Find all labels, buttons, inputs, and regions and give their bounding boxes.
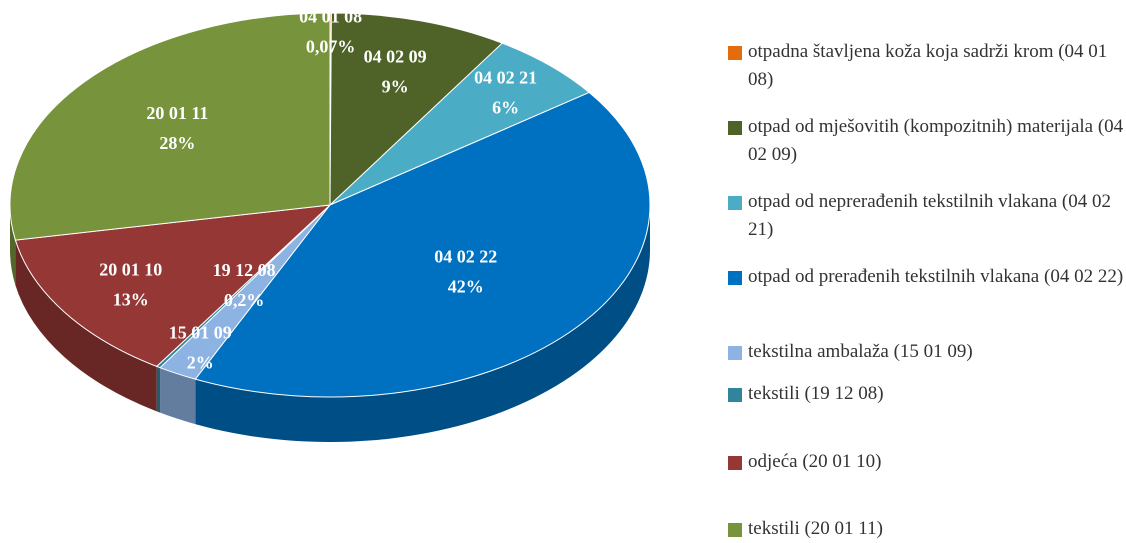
slice	[9, 12, 331, 241]
data-label-value: 2%	[187, 353, 214, 373]
data-label-code: 19 12 08	[213, 260, 276, 280]
chart: 04 01 08 0,07% 04 02 09 9% 04 02 21 6% 04 02 2…	[9, 6, 651, 443]
legend-label: odjeća (20 01 10)	[748, 451, 882, 472]
data-label-code: 04 02 09	[364, 47, 427, 67]
legend-entry: tekstili (19 12 08)	[728, 380, 1126, 408]
legend-swatch	[728, 523, 742, 537]
legend-swatch	[728, 271, 742, 285]
slice-side	[156, 366, 161, 413]
data-label-code: 20 01 10	[99, 259, 162, 279]
slice-side	[160, 367, 196, 425]
legend-swatch	[728, 456, 742, 470]
legend-swatch	[728, 121, 742, 135]
slice	[329, 12, 504, 207]
legend-swatch	[728, 196, 742, 210]
legend-entry: otpad od mješovitih (kompozitnih) materi…	[728, 113, 1126, 169]
data-label-value: 0,2%	[224, 290, 265, 310]
data-label-code: 15 01 09	[169, 323, 232, 343]
slice-side	[195, 205, 650, 443]
legend-swatch	[728, 346, 742, 360]
data-label-value: 0,07%	[306, 36, 356, 56]
legend-entry: tekstilna ambalaža (15 01 09)	[728, 338, 1126, 366]
data-label-code: 20 01 11	[146, 103, 208, 123]
slice	[14, 204, 332, 367]
legend-entry: otpad od neprerađenih tekstilnih vlakana…	[728, 188, 1126, 244]
data-label-value: 28%	[159, 133, 195, 153]
data-label-code: 04 01 08	[299, 6, 362, 26]
slice	[329, 42, 591, 206]
legend-label: otpadna štavljena koža koja sadrži krom …	[748, 41, 1108, 90]
data-label-code: 04 02 21	[474, 67, 537, 87]
legend-entry: otpad od prerađenih tekstilnih vlakana (…	[728, 263, 1126, 291]
legend-entry: otpadna štavljena koža koja sadrži krom …	[728, 38, 1126, 94]
legend: otpadna štavljena koža koja sadrži krom …	[728, 0, 1123, 540]
slice-side	[15, 240, 157, 412]
data-label-value: 9%	[382, 77, 409, 97]
data-label-value: 13%	[113, 289, 149, 309]
legend-label: otpad od neprerađenih tekstilnih vlakana…	[748, 191, 1112, 240]
legend-swatch	[728, 388, 742, 402]
legend-entry: tekstili (20 01 11)	[728, 515, 1126, 543]
legend-label: otpad od prerađenih tekstilnih vlakana (…	[748, 266, 1124, 287]
data-label-code: 04 02 22	[434, 246, 497, 266]
slice	[194, 91, 651, 398]
legend-entry: odjeća (20 01 10)	[728, 448, 1126, 476]
legend-label: tekstilna ambalaža (15 01 09)	[748, 341, 973, 362]
legend-label: tekstili (19 12 08)	[748, 383, 884, 404]
legend-label: otpad od mješovitih (kompozitnih) materi…	[748, 116, 1124, 165]
data-label-value: 6%	[492, 97, 519, 117]
legend-label: tekstili (20 01 11)	[748, 518, 883, 539]
legend-swatch	[728, 46, 742, 60]
data-label-value: 42%	[448, 276, 484, 296]
